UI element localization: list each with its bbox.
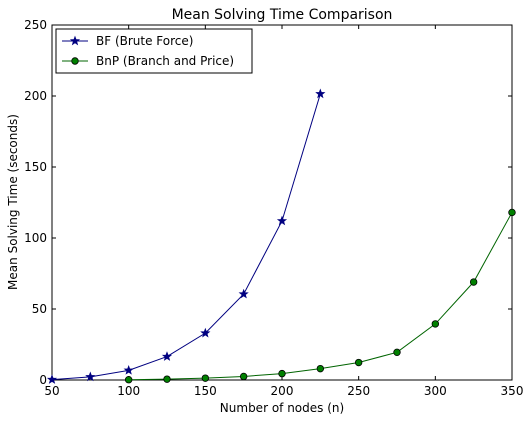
x-tick-label: 350	[501, 384, 524, 398]
data-point	[124, 376, 133, 384]
legend-box	[55, 28, 253, 74]
y-tick-label: 250	[24, 18, 47, 32]
data-point	[238, 288, 249, 299]
legend-marker	[71, 57, 79, 65]
series-bf	[46, 88, 326, 384]
x-tick-label: 300	[424, 384, 447, 398]
legend-item: BF (Brute Force)	[62, 34, 193, 48]
legend-item: BnP (Branch and Price)	[62, 54, 234, 68]
legend-label: BF (Brute Force)	[96, 34, 193, 48]
series-line	[51, 93, 321, 381]
series-layer	[46, 88, 516, 384]
plot-frame	[51, 24, 513, 381]
y-tick-label: 150	[24, 160, 47, 174]
x-tick-label: 250	[347, 384, 370, 398]
x-tick-label: 200	[271, 384, 294, 398]
y-tick-label: 200	[24, 89, 47, 103]
data-point	[315, 88, 326, 99]
data-point	[469, 278, 478, 286]
data-point	[278, 369, 286, 378]
data-point	[46, 374, 58, 384]
x-tick-label: 100	[117, 384, 140, 398]
x-tick-label: 50	[44, 384, 59, 398]
data-point	[161, 351, 173, 361]
data-point	[200, 327, 211, 338]
legend-label: BnP (Branch and Price)	[96, 54, 234, 68]
legend-marker	[69, 35, 81, 46]
data-point	[123, 364, 134, 375]
chart-title: Mean Solving Time Comparison	[172, 7, 393, 23]
data-point	[393, 348, 401, 357]
x-tick-label: 150	[194, 384, 217, 398]
data-point	[508, 208, 516, 217]
y-tick-label: 100	[24, 231, 47, 245]
y-tick-label: 0	[39, 373, 47, 387]
data-point	[431, 320, 440, 328]
data-point	[316, 364, 325, 373]
data-point	[239, 372, 248, 381]
data-point	[354, 358, 363, 367]
data-point	[85, 371, 96, 382]
legend: BF (Brute Force) BnP (Branch and Price)	[55, 28, 253, 74]
x-axis-label: Number of nodes (n)	[220, 401, 344, 415]
data-point	[201, 374, 210, 382]
y-axis-label: Mean Solving Time (seconds)	[6, 114, 20, 290]
data-point	[276, 215, 288, 226]
y-tick-label: 50	[32, 302, 47, 316]
series-bnp	[124, 208, 516, 384]
data-point	[163, 375, 171, 383]
